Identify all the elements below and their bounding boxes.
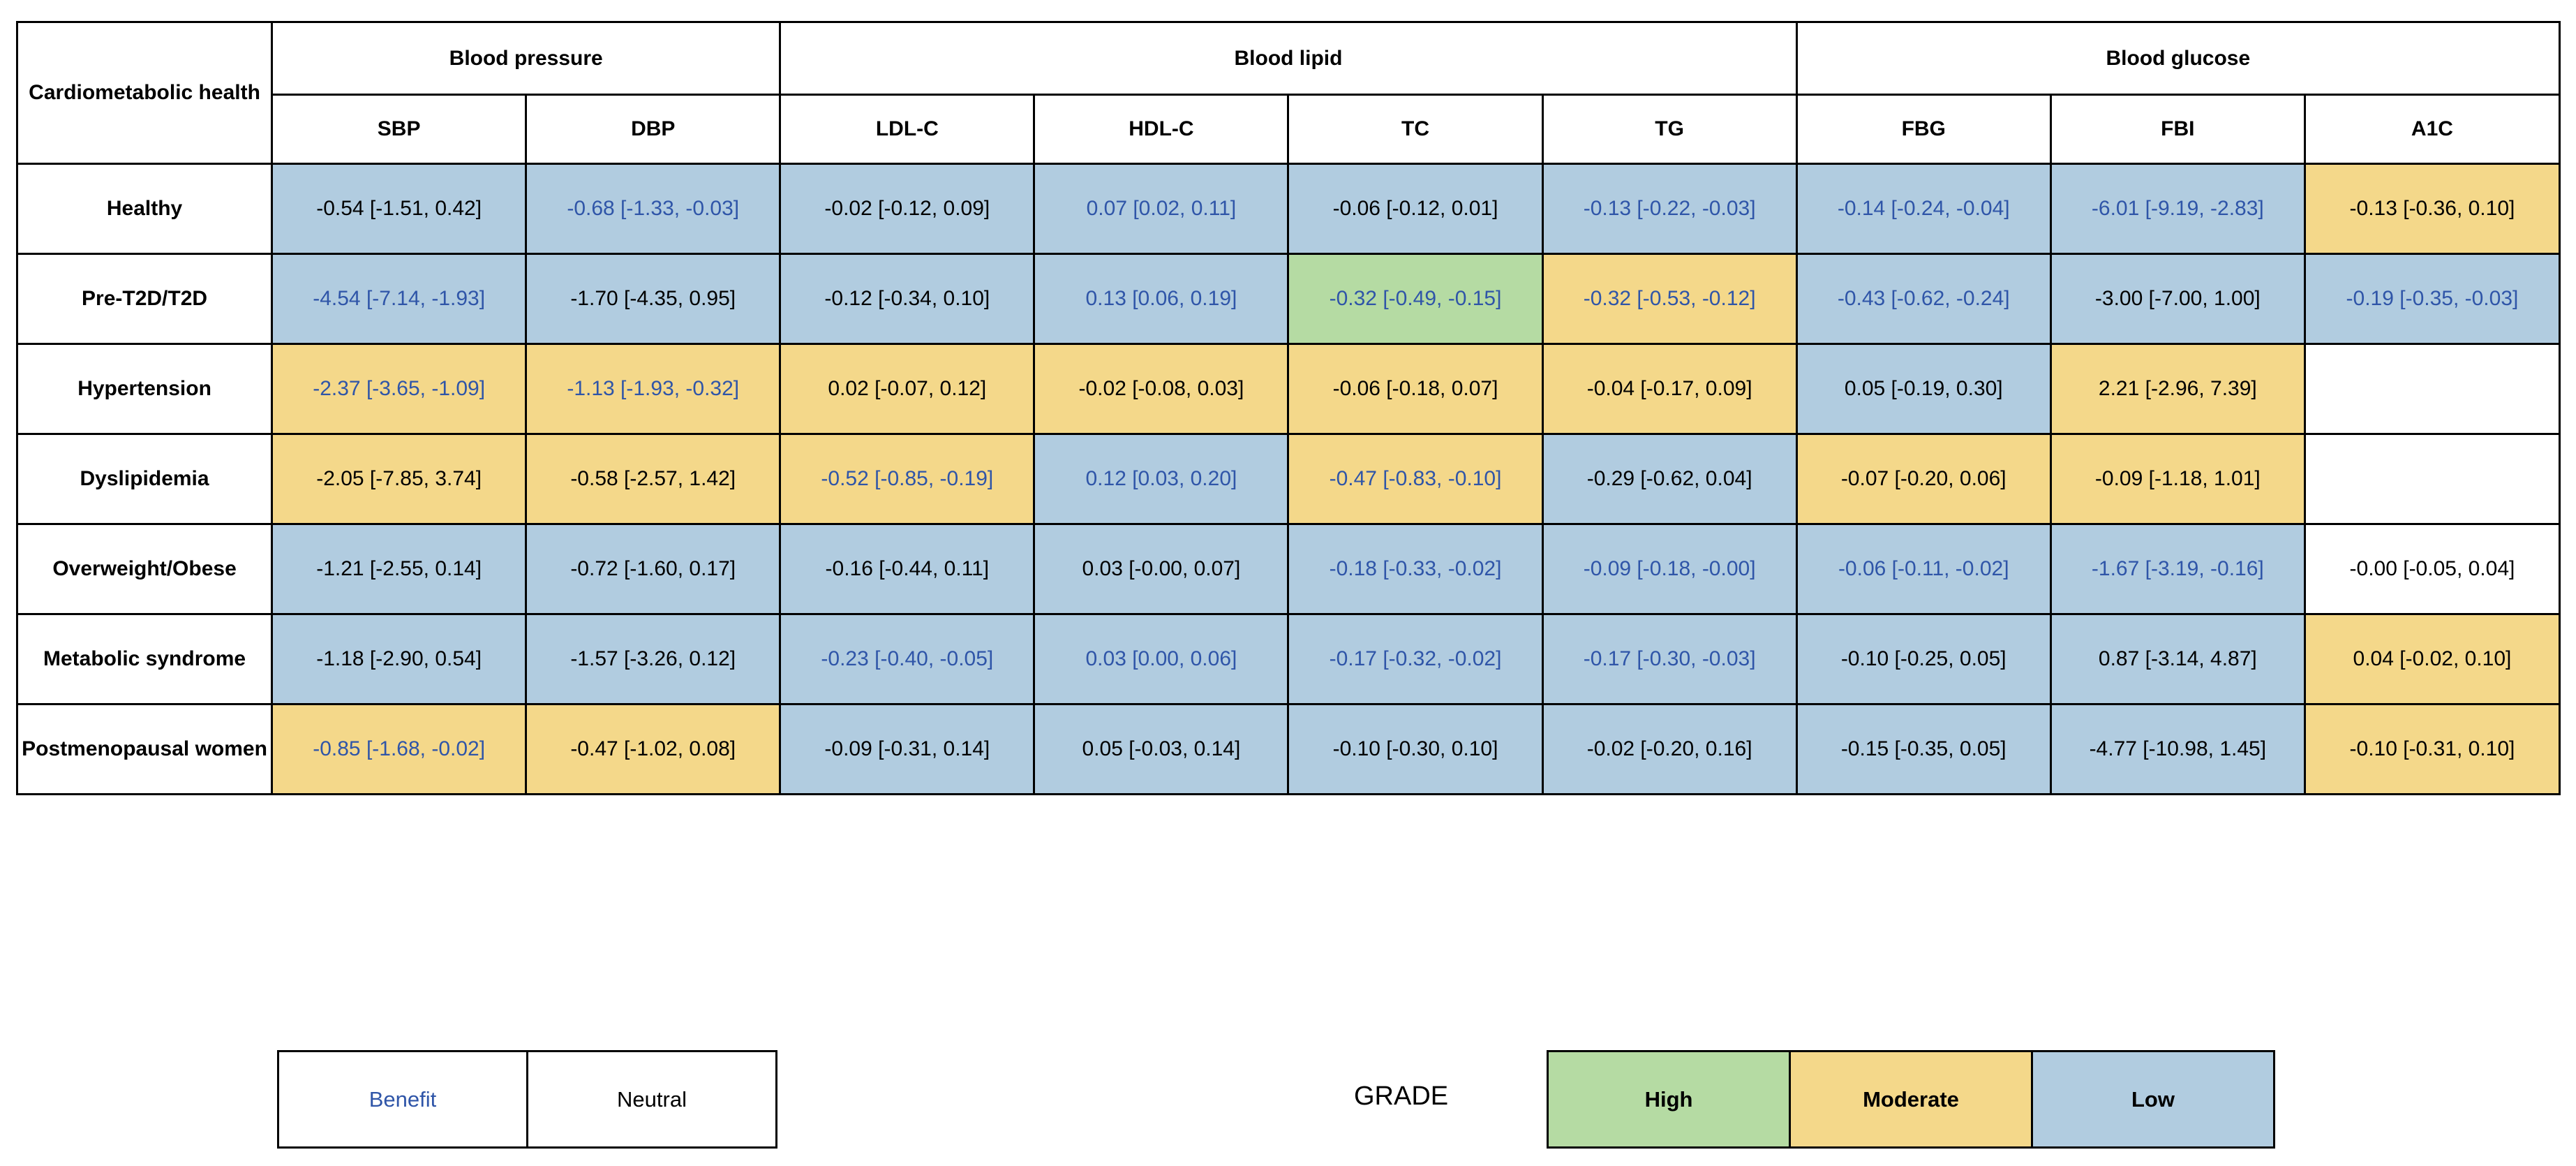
table-cell: -0.47 [-1.02, 0.08] [525,703,782,795]
table-cell: -0.10 [-0.25, 0.05] [1795,613,2052,705]
table-cell: -1.18 [-2.90, 0.54] [271,613,528,705]
table-cell: 0.02 [-0.07, 0.12] [779,343,1036,435]
column-header-a1c: A1C [2303,94,2561,165]
column-header-tg: TG [1541,94,1798,165]
table-cell: -0.06 [-0.18, 0.07] [1287,343,1544,435]
table-cell: -0.17 [-0.32, -0.02] [1287,613,1544,705]
table-cell: 0.12 [0.03, 0.20] [1033,433,1290,525]
table-cell: -6.01 [-9.19, -2.83] [2049,163,2306,255]
table-cell: -0.06 [-0.12, 0.01] [1287,163,1544,255]
table-cell: -0.13 [-0.22, -0.03] [1541,163,1798,255]
column-header-fbi: FBI [2049,94,2306,165]
grade-legend-title: GRADE [1354,1082,1449,1111]
table-cell: -4.77 [-10.98, 1.45] [2049,703,2306,795]
column-header-dbp: DBP [525,94,782,165]
table-cell: -0.16 [-0.44, 0.11] [779,523,1036,615]
table-row: Overweight/Obese -1.21 [-2.55, 0.14] -0.72… [15,523,2561,615]
table-cell: -0.02 [-0.08, 0.03] [1033,343,1290,435]
table-cell: -0.68 [-1.33, -0.03] [525,163,782,255]
group-header-blood-glucose: Blood glucose [1795,21,2561,96]
column-header-fbg: FBG [1795,94,2052,165]
table-cell: 0.03 [0.00, 0.06] [1033,613,1290,705]
table-cell: -0.29 [-0.62, 0.04] [1541,433,1798,525]
table-cell: -1.67 [-3.19, -0.16] [2049,523,2306,615]
column-header-ldl-c: LDL-C [779,94,1036,165]
legend-benefit: Benefit [277,1050,528,1149]
table-cell: -0.85 [-1.68, -0.02] [271,703,528,795]
table-cell: -0.52 [-0.85, -0.19] [779,433,1036,525]
table-cell [2303,433,2561,525]
group-header-blood-lipid: Blood lipid [779,21,1798,96]
table-row: Postmenopausal women -0.85 [-1.68, -0.02]… [15,703,2561,795]
table-row: Dyslipidemia -2.05 [-7.85, 3.74] -0.58 [-2… [15,433,2561,525]
legend-grade-moderate: Moderate [1789,1050,2033,1149]
column-header-tc: TC [1287,94,1544,165]
table-cell: -0.10 [-0.30, 0.10] [1287,703,1544,795]
table-cell: 0.05 [-0.03, 0.14] [1033,703,1290,795]
group-header-blood-pressure: Blood pressure [271,21,782,96]
table-cell: -1.13 [-1.93, -0.32] [525,343,782,435]
column-header-hdl-c: HDL-C [1033,94,1290,165]
table-row: Pre-T2D/T2D -4.54 [-7.14, -1.93] -1.70 [-4… [15,253,2561,345]
row-label: Healthy [15,163,274,255]
table-cell: -3.00 [-7.00, 1.00] [2049,253,2306,345]
table-cell: -0.09 [-0.18, -0.00] [1541,523,1798,615]
table-cell: -1.70 [-4.35, 0.95] [525,253,782,345]
table-row: Metabolic syndrome -1.18 [-2.90, 0.54] -1.… [15,613,2561,705]
legend-grade-high: High [1547,1050,1791,1149]
table-cell: -0.23 [-0.40, -0.05] [779,613,1036,705]
table-cell: 0.07 [0.02, 0.11] [1033,163,1290,255]
table-cell: -0.09 [-1.18, 1.01] [2049,433,2306,525]
table-cell: -0.07 [-0.20, 0.06] [1795,433,2052,525]
corner-label: Cardiometabolic health [15,21,274,165]
table-cell: -0.10 [-0.31, 0.10] [2303,703,2561,795]
table-cell: -0.18 [-0.33, -0.02] [1287,523,1544,615]
table-cell: -0.54 [-1.51, 0.42] [271,163,528,255]
table-cell: -0.32 [-0.53, -0.12] [1541,253,1798,345]
column-header-sbp: SBP [271,94,528,165]
row-label: Overweight/Obese [15,523,274,615]
table-cell: -2.37 [-3.65, -1.09] [271,343,528,435]
table-cell: -0.32 [-0.49, -0.15] [1287,253,1544,345]
legend-grade-low: Low [2031,1050,2275,1149]
table-cell: -0.13 [-0.36, 0.10] [2303,163,2561,255]
table-cell: 0.05 [-0.19, 0.30] [1795,343,2052,435]
table-cell: -0.04 [-0.17, 0.09] [1541,343,1798,435]
table-cell: -0.12 [-0.34, 0.10] [779,253,1036,345]
table-cell: -0.72 [-1.60, 0.17] [525,523,782,615]
table-cell: -0.47 [-0.83, -0.10] [1287,433,1544,525]
table-cell: 0.03 [-0.00, 0.07] [1033,523,1290,615]
row-label: Postmenopausal women [15,703,274,795]
table-cell: 0.13 [0.06, 0.19] [1033,253,1290,345]
table-cell: -0.17 [-0.30, -0.03] [1541,613,1798,705]
table-cell: -2.05 [-7.85, 3.74] [271,433,528,525]
row-label: Dyslipidemia [15,433,274,525]
table-cell: -0.06 [-0.11, -0.02] [1795,523,2052,615]
table-cell: 0.04 [-0.02, 0.10] [2303,613,2561,705]
table-row: Healthy -0.54 [-1.51, 0.42] -0.68 [-1.33, … [15,163,2561,255]
table-cell: 0.87 [-3.14, 4.87] [2049,613,2306,705]
results-table: Cardiometabolic health Blood pressure Blo… [15,21,2561,795]
table-cell: -0.09 [-0.31, 0.14] [779,703,1036,795]
row-label: Pre-T2D/T2D [15,253,274,345]
table-cell: -0.02 [-0.12, 0.09] [779,163,1036,255]
table-cell: -1.21 [-2.55, 0.14] [271,523,528,615]
table-cell: -4.54 [-7.14, -1.93] [271,253,528,345]
table-cell: -0.15 [-0.35, 0.05] [1795,703,2052,795]
row-label: Metabolic syndrome [15,613,274,705]
table-row: Hypertension -2.37 [-3.65, -1.09] -1.13 [-… [15,343,2561,435]
table-cell: 2.21 [-2.96, 7.39] [2049,343,2306,435]
table-cell: -0.14 [-0.24, -0.04] [1795,163,2052,255]
legend-neutral: Neutral [526,1050,777,1149]
table-cell: -0.43 [-0.62, -0.24] [1795,253,2052,345]
table-cell: -0.02 [-0.20, 0.16] [1541,703,1798,795]
table-cell: -0.00 [-0.05, 0.04] [2303,523,2561,615]
row-label: Hypertension [15,343,274,435]
table-cell: -1.57 [-3.26, 0.12] [525,613,782,705]
table-cell [2303,343,2561,435]
table-cell: -0.58 [-2.57, 1.42] [525,433,782,525]
table-cell: -0.19 [-0.35, -0.03] [2303,253,2561,345]
